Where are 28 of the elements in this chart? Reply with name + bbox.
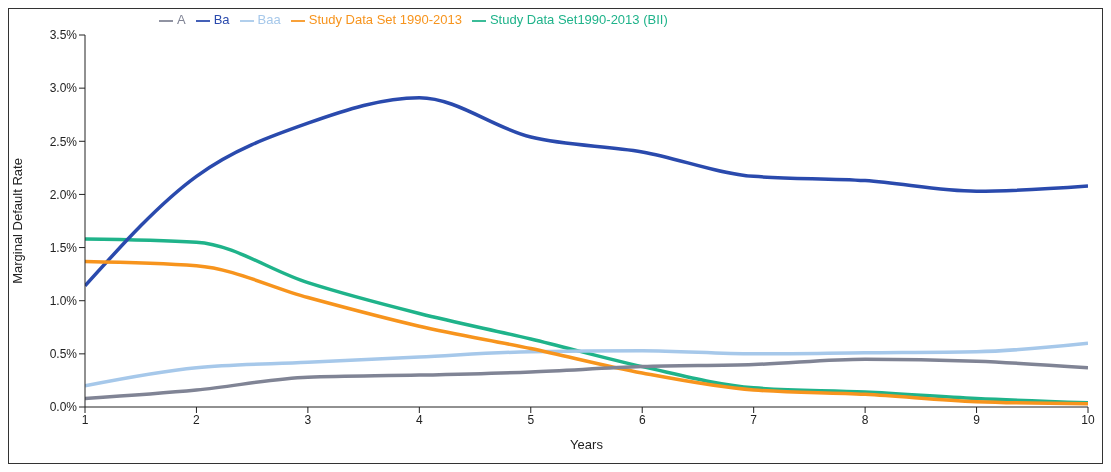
x-tick-label: 2 bbox=[193, 412, 201, 427]
legend-label: A bbox=[177, 12, 186, 27]
y-tick-label: 0.5% bbox=[49, 347, 78, 362]
y-tick-label: 1.0% bbox=[49, 293, 78, 308]
legend-label: Ba bbox=[213, 12, 230, 27]
line-series bbox=[85, 341, 1088, 388]
y-tick-label: 1.5% bbox=[49, 240, 78, 255]
x-tick-label: 4 bbox=[415, 412, 423, 427]
x-tick-label: 10 bbox=[1081, 412, 1095, 427]
y-tick-label: 2.0% bbox=[49, 187, 78, 202]
y-tick-label: 3.5% bbox=[49, 28, 78, 43]
x-tick-label: 3 bbox=[304, 412, 312, 427]
legend-label: Study Data Set1990-2013 (BII) bbox=[489, 12, 668, 27]
line-series bbox=[85, 357, 1088, 401]
x-tick-label: 8 bbox=[861, 412, 869, 427]
y-tick-label: 3.0% bbox=[49, 81, 78, 96]
x-tick-label: 9 bbox=[973, 412, 981, 427]
y-tick-label: 2.5% bbox=[49, 134, 78, 149]
y-axis-title: Marginal Default Rate bbox=[9, 158, 25, 284]
legend-label: Study Data Set 1990-2013 bbox=[308, 12, 462, 27]
x-axis-title: Years bbox=[570, 437, 604, 452]
x-tick-label: 1 bbox=[81, 412, 89, 427]
x-tick-label: 5 bbox=[527, 412, 535, 427]
y-tick-label: 0.0% bbox=[49, 400, 78, 415]
legend-label: Baa bbox=[257, 12, 281, 27]
x-tick-label: 7 bbox=[750, 412, 758, 427]
line-series bbox=[85, 95, 1088, 288]
x-tick-label: 6 bbox=[638, 412, 646, 427]
